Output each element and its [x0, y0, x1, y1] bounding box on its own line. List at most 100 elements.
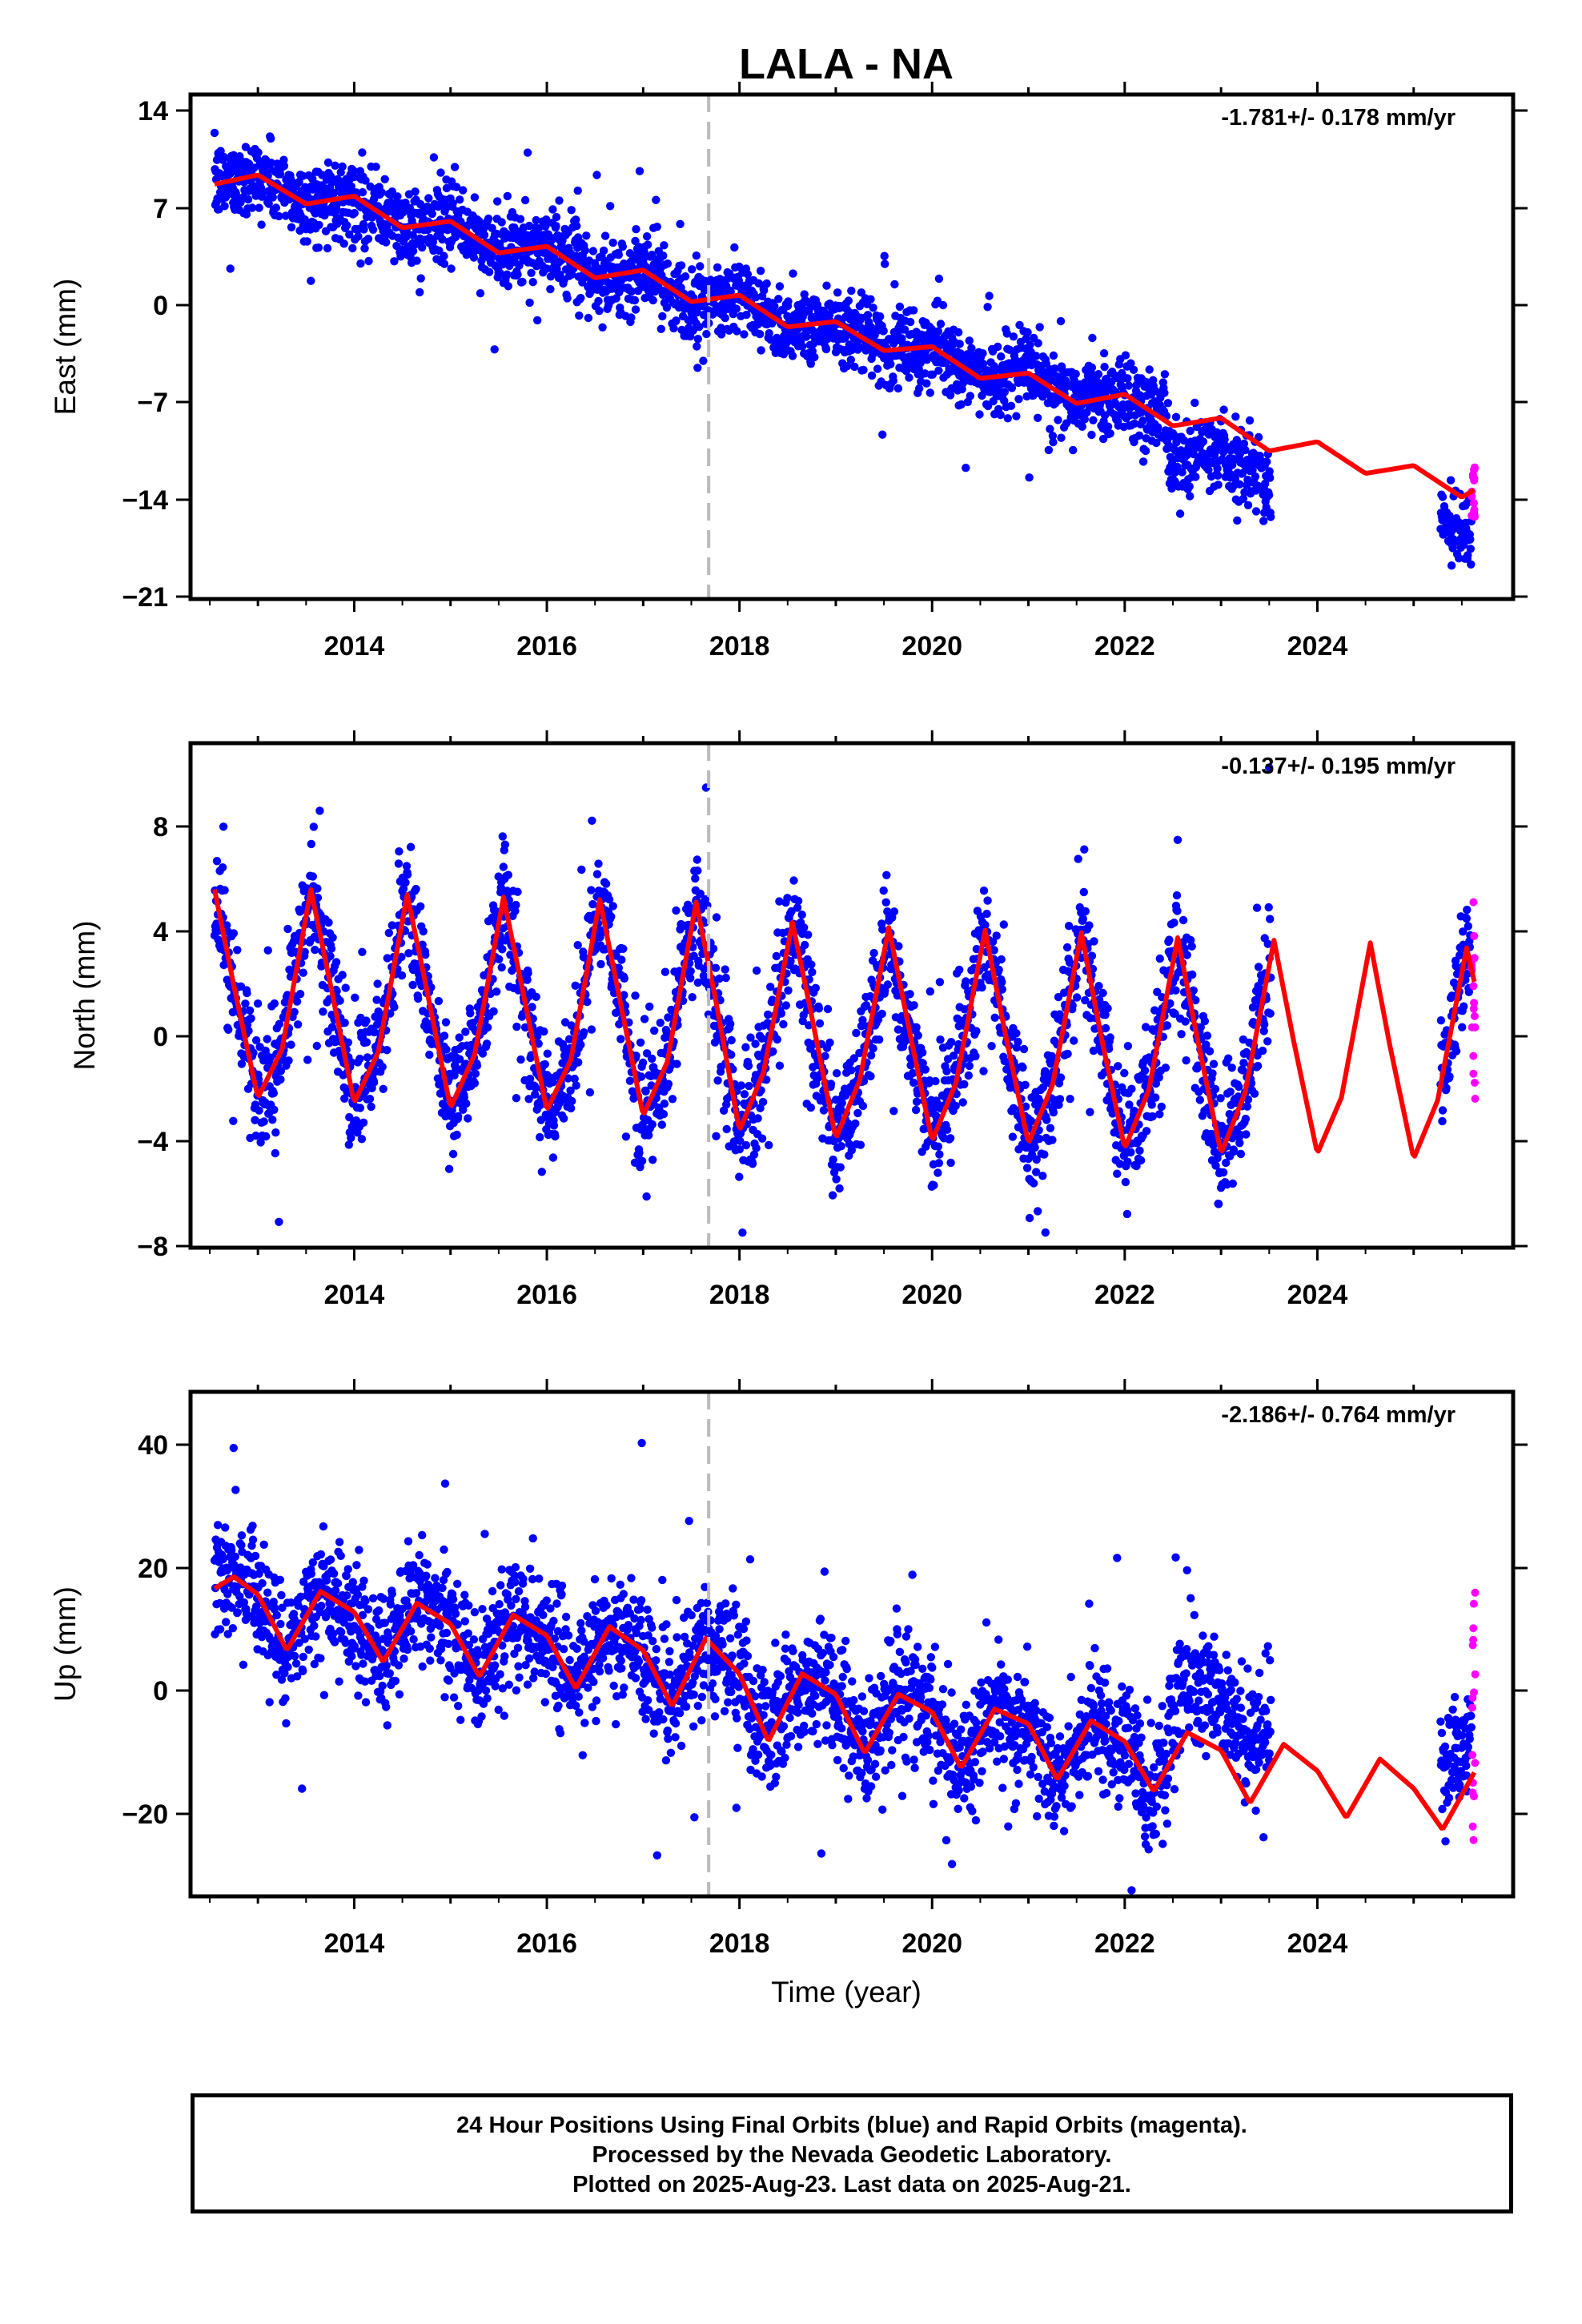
final-orbit-point — [847, 286, 856, 296]
final-orbit-point — [1152, 438, 1161, 448]
final-orbit-point — [823, 1004, 833, 1014]
final-orbit-point — [786, 957, 795, 966]
final-orbit-point — [608, 902, 617, 911]
final-orbit-point — [269, 1088, 278, 1098]
final-orbit-point — [648, 1120, 656, 1129]
final-orbit-point — [220, 886, 229, 895]
final-orbit-point — [835, 1184, 844, 1193]
final-orbit-point — [343, 1038, 352, 1047]
final-orbit-point — [351, 1116, 361, 1125]
final-orbit-point — [1094, 982, 1103, 991]
final-orbit-point — [951, 1101, 960, 1111]
final-orbit-point — [364, 256, 373, 266]
final-orbit-point — [251, 1035, 261, 1045]
final-orbit-point — [275, 211, 283, 221]
final-orbit-point — [373, 979, 382, 988]
final-orbit-point — [620, 991, 628, 999]
final-orbit-point — [1265, 467, 1274, 476]
final-orbit-point — [992, 931, 1001, 940]
final-orbit-point — [1057, 433, 1066, 442]
final-orbit-point — [935, 978, 945, 987]
final-orbit-point — [387, 187, 396, 196]
final-orbit-point — [933, 296, 942, 305]
final-orbit-point — [470, 193, 480, 202]
final-orbit-point — [329, 188, 339, 198]
final-orbit-point — [1007, 384, 1017, 392]
final-orbit-point — [1239, 439, 1249, 448]
final-orbit-point — [808, 325, 817, 335]
final-orbit-point — [869, 304, 877, 312]
final-orbit-point — [696, 889, 705, 899]
final-orbit-point — [1241, 445, 1250, 455]
final-orbit-point — [566, 1104, 576, 1113]
final-orbit-point — [504, 282, 512, 291]
final-orbit-point — [466, 1009, 475, 1018]
final-orbit-point — [299, 171, 307, 180]
y-tick-label: 0 — [153, 291, 168, 321]
final-orbit-point — [637, 1156, 647, 1166]
final-orbit-point — [749, 1150, 759, 1160]
final-orbit-point — [881, 898, 890, 907]
final-orbit-point — [588, 816, 596, 825]
final-orbit-point — [744, 1061, 753, 1071]
rapid-orbit-point — [1470, 474, 1479, 483]
final-orbit-point — [354, 232, 363, 241]
final-orbit-point — [315, 806, 324, 815]
final-orbit-point — [461, 1027, 470, 1036]
final-orbit-point — [219, 152, 228, 162]
final-orbit-point — [693, 342, 701, 351]
final-orbit-point — [226, 264, 235, 273]
final-orbit-point — [648, 1054, 656, 1063]
final-orbit-point — [520, 195, 530, 205]
final-orbit-point — [587, 886, 596, 895]
final-orbit-point — [1099, 349, 1109, 358]
final-orbit-point — [1178, 468, 1186, 476]
final-orbit-point — [833, 288, 842, 297]
final-orbit-point — [442, 183, 452, 193]
final-orbit-point — [752, 1144, 761, 1152]
final-orbit-point — [452, 1130, 461, 1140]
final-orbit-point — [773, 1035, 781, 1044]
final-orbit-point — [470, 1079, 480, 1088]
final-orbit-point — [584, 313, 593, 323]
final-orbit-point — [434, 996, 444, 1006]
final-orbit-point — [758, 1097, 768, 1107]
final-orbit-point — [541, 222, 550, 231]
final-orbit-point — [1048, 1136, 1057, 1144]
final-orbit-point — [340, 1094, 349, 1104]
final-orbit-point — [1049, 351, 1058, 360]
final-orbit-point — [416, 199, 425, 209]
final-orbit-point — [447, 264, 456, 273]
final-orbit-point — [331, 161, 339, 170]
final-orbit-point — [766, 983, 775, 991]
final-orbit-point — [438, 235, 447, 244]
final-orbit-point — [890, 279, 899, 289]
final-orbit-point — [900, 325, 909, 334]
final-orbit-point — [1239, 494, 1248, 503]
final-orbit-point — [856, 1140, 865, 1149]
final-orbit-point — [377, 188, 386, 197]
final-orbit-point — [244, 1027, 253, 1035]
final-orbit-point — [1008, 1132, 1018, 1141]
final-orbit-point — [784, 986, 793, 995]
final-orbit-point — [573, 186, 582, 195]
final-orbit-point — [220, 202, 229, 211]
final-orbit-point — [775, 282, 785, 291]
final-orbit-point — [1035, 323, 1044, 332]
final-orbit-point — [408, 980, 417, 990]
final-orbit-point — [253, 999, 263, 1008]
final-orbit-point — [1089, 416, 1098, 424]
y-tick-label: 14 — [138, 96, 168, 127]
final-orbits-points-east — [210, 128, 1476, 570]
final-orbit-point — [1055, 1095, 1065, 1104]
final-orbit-point — [594, 859, 603, 868]
final-orbit-point — [946, 1158, 955, 1168]
final-orbit-point — [1467, 560, 1476, 569]
final-orbit-point — [567, 206, 576, 215]
final-orbit-point — [743, 270, 753, 279]
final-orbit-point — [987, 1042, 996, 1051]
final-orbit-point — [548, 1153, 558, 1162]
final-orbit-point — [614, 963, 623, 972]
final-orbit-point — [484, 214, 493, 223]
final-orbit-point — [1088, 333, 1097, 343]
